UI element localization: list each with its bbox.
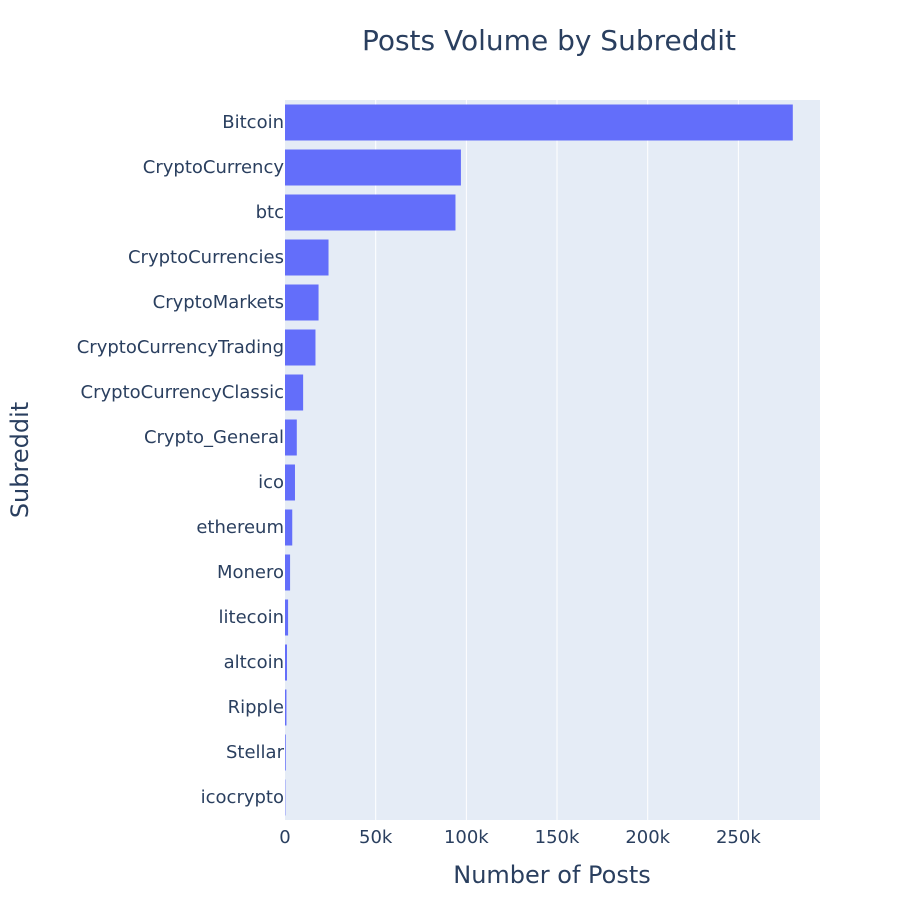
bar bbox=[285, 510, 292, 546]
bar bbox=[285, 735, 286, 771]
bar bbox=[285, 285, 319, 321]
bar bbox=[285, 645, 287, 681]
bar bbox=[285, 375, 303, 411]
x-tick-label: 150k bbox=[535, 827, 580, 848]
chart-title: Posts Volume by Subreddit bbox=[362, 24, 736, 57]
bar bbox=[285, 690, 286, 726]
y-tick-label: CryptoCurrencies bbox=[128, 247, 284, 268]
x-tick-label: 0 bbox=[279, 827, 290, 848]
y-tick-label: altcoin bbox=[224, 652, 284, 673]
bar bbox=[285, 330, 315, 366]
bar bbox=[285, 150, 461, 186]
y-tick-label: ethereum bbox=[196, 517, 284, 538]
bar bbox=[285, 600, 288, 636]
bar bbox=[285, 420, 297, 456]
bar bbox=[285, 240, 329, 276]
y-tick-label: ico bbox=[258, 472, 284, 493]
y-tick-label: CryptoCurrencyTrading bbox=[77, 337, 284, 358]
y-tick-label: CryptoCurrencyClassic bbox=[81, 382, 284, 403]
x-axis-title: Number of Posts bbox=[453, 861, 651, 889]
x-tick-labels: 0 50k 100k 150k 200k 250k bbox=[279, 827, 761, 848]
x-tick-label: 200k bbox=[625, 827, 670, 848]
bar bbox=[285, 465, 295, 501]
y-axis-title: Subreddit bbox=[6, 402, 34, 518]
y-tick-label: Monero bbox=[217, 562, 284, 583]
y-tick-label: Crypto_General bbox=[144, 427, 284, 448]
y-tick-label: CryptoCurrency bbox=[143, 157, 285, 178]
x-tick-label: 50k bbox=[359, 827, 393, 848]
y-tick-label: Bitcoin bbox=[222, 112, 284, 133]
y-tick-labels: Bitcoin CryptoCurrency btc CryptoCurrencies… bbox=[77, 112, 285, 808]
x-tick-label: 250k bbox=[716, 827, 761, 848]
bar bbox=[285, 555, 290, 591]
y-tick-label: Ripple bbox=[228, 697, 284, 718]
y-tick-label: Stellar bbox=[226, 742, 285, 763]
y-tick-label: icocrypto bbox=[201, 787, 284, 808]
x-tick-label: 100k bbox=[444, 827, 489, 848]
bar bbox=[285, 105, 793, 141]
y-tick-label: litecoin bbox=[219, 607, 284, 628]
y-tick-label: btc bbox=[256, 202, 284, 223]
y-tick-label: CryptoMarkets bbox=[153, 292, 284, 313]
bar bbox=[285, 195, 455, 231]
